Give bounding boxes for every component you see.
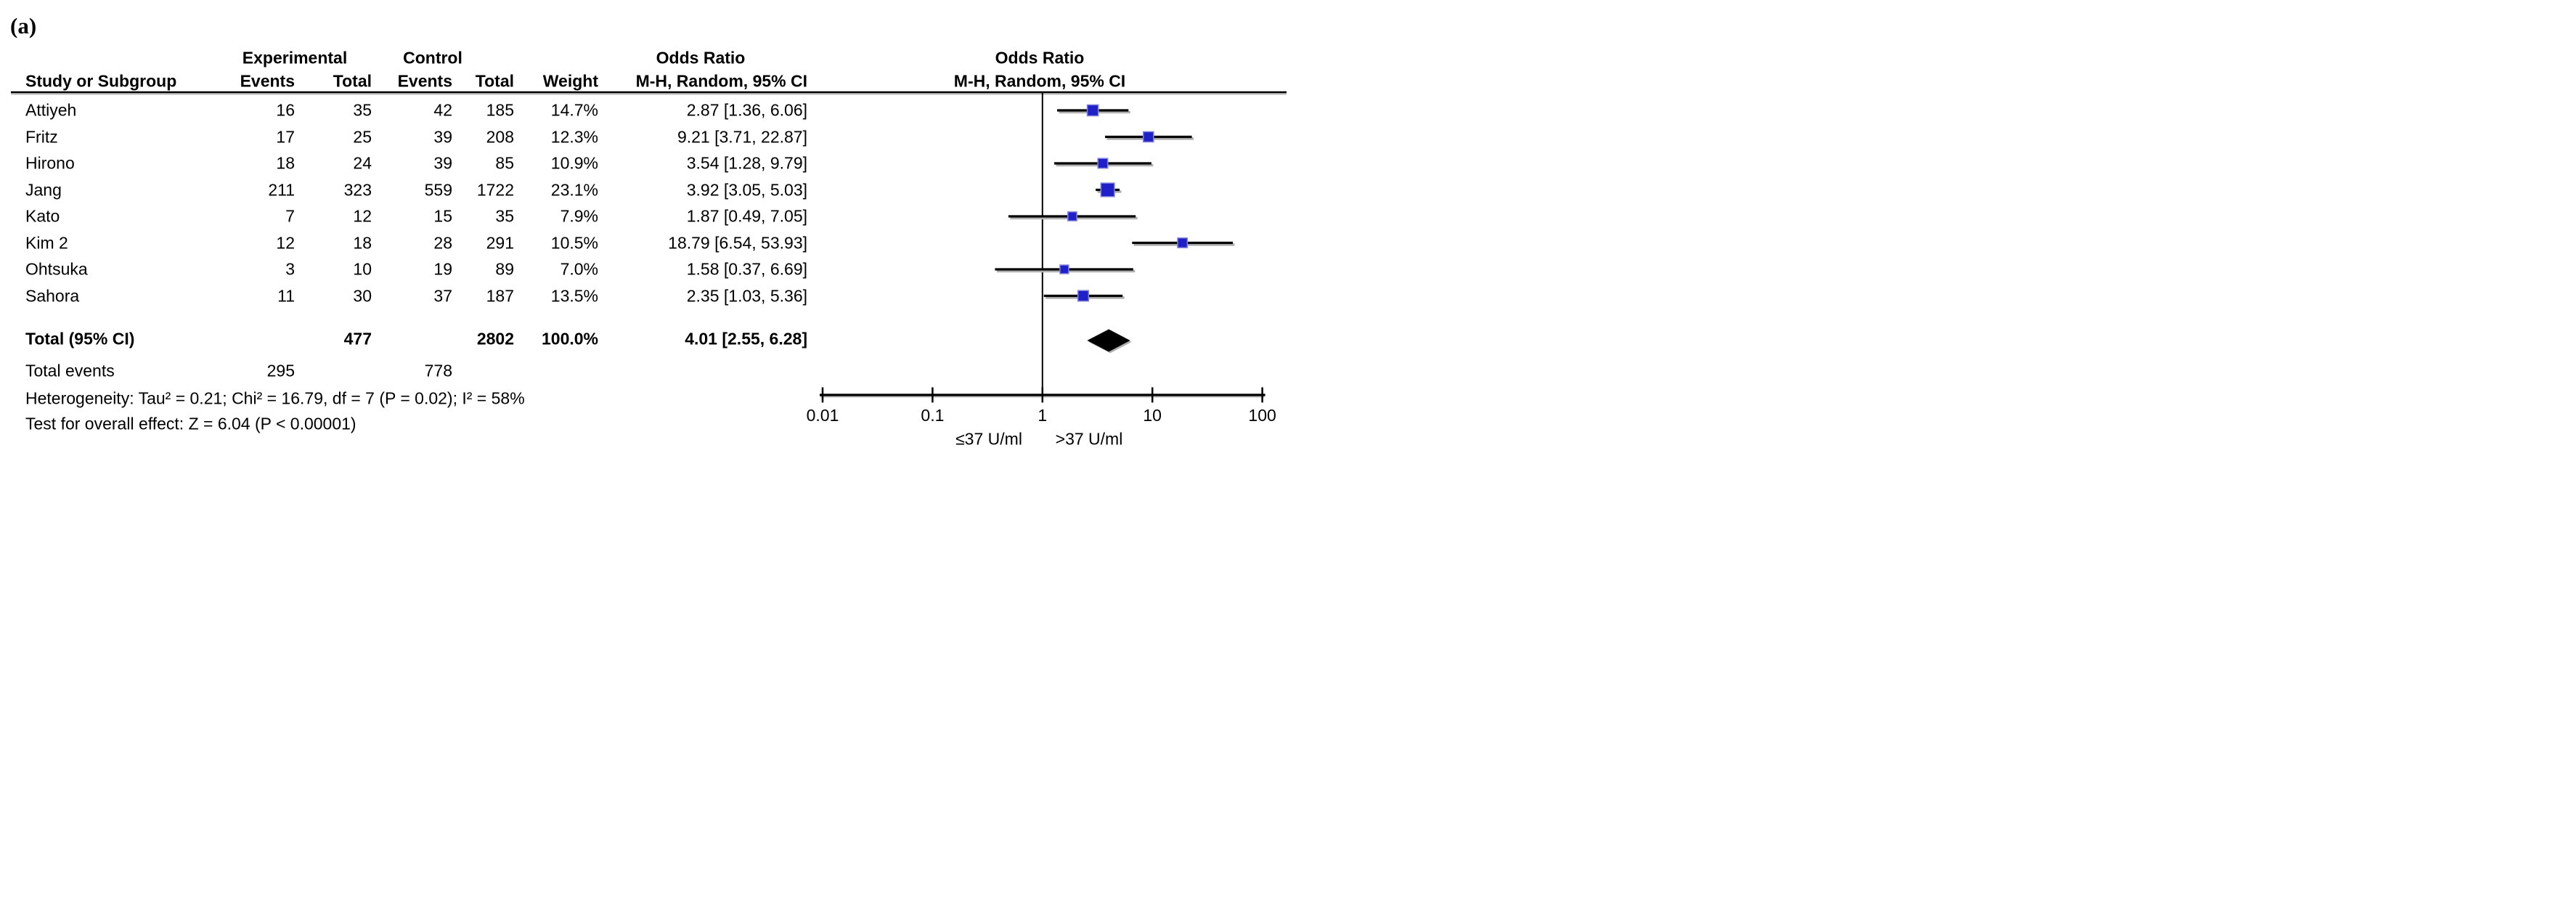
cell-study: Jang <box>25 180 62 199</box>
cell-total-experimental: 10 <box>353 259 372 279</box>
cell-study: Fritz <box>25 127 58 146</box>
total-row-weight: 100.0% <box>541 329 598 348</box>
cell-events-control: 28 <box>433 233 452 252</box>
overall-effect-note: Test for overall effect: Z = 6.04 (P < 0… <box>25 414 356 433</box>
cell-events-experimental: 18 <box>276 153 295 173</box>
forest-plot-figure: (a) Experimental Control Odds Ratio Odds… <box>0 0 1288 461</box>
or-square <box>1086 104 1099 117</box>
cell-events-experimental: 17 <box>276 127 295 146</box>
summary-diamond-shadow <box>1088 330 1132 354</box>
cell-events-control: 39 <box>433 153 452 173</box>
axis-tick-label: 100 <box>1248 406 1276 425</box>
cell-total-experimental: 30 <box>353 286 372 305</box>
or-square <box>1067 211 1077 221</box>
cell-weight: 7.9% <box>560 206 598 226</box>
cell-weight: 23.1% <box>550 180 598 199</box>
cell-total-control: 1722 <box>476 180 514 199</box>
cell-events-experimental: 7 <box>285 206 295 226</box>
col-header-events-ctl: Events <box>397 71 452 91</box>
or-square <box>1077 290 1090 302</box>
cell-total-experimental: 35 <box>353 100 372 120</box>
col-header-study: Study or Subgroup <box>25 71 177 91</box>
cell-total-control: 291 <box>486 233 514 252</box>
cell-study: Hirono <box>25 153 75 173</box>
cell-events-experimental: 16 <box>276 100 295 120</box>
cell-weight: 13.5% <box>550 286 598 305</box>
cell-total-experimental: 24 <box>353 153 372 173</box>
total-events-label: Total events <box>25 361 115 380</box>
cell-weight: 7.0% <box>560 259 598 279</box>
cell-or: 2.87 [1.36, 6.06] <box>686 100 807 120</box>
cell-events-control: 39 <box>433 127 452 146</box>
cell-study: Ohtsuka <box>25 259 88 279</box>
col-header-plot-subheader: M-H, Random, 95% CI <box>953 71 1126 91</box>
cell-or: 9.21 [3.71, 22.87] <box>677 127 807 146</box>
axis-right-label: >37 U/ml <box>1055 429 1123 449</box>
cell-total-control: 187 <box>486 286 514 305</box>
axis-left-label: ≤37 U/ml <box>955 429 1022 449</box>
cell-events-control: 15 <box>433 206 452 226</box>
col-header-or-ci: M-H, Random, 95% CI <box>635 71 807 91</box>
cell-study: Kato <box>25 206 60 226</box>
total-row-or-ci: 4.01 [2.55, 6.28] <box>685 329 807 348</box>
cell-total-experimental: 18 <box>353 233 372 252</box>
cell-or: 3.54 [1.28, 9.79] <box>686 153 807 173</box>
cell-or: 1.87 [0.49, 7.05] <box>686 206 807 226</box>
header-odds-ratio-plot: Odds Ratio <box>995 48 1085 68</box>
panel-label: (a) <box>10 13 37 38</box>
total-row-total-ctl: 2802 <box>476 329 514 348</box>
cell-events-control: 42 <box>433 100 452 120</box>
cell-total-control: 208 <box>486 127 514 146</box>
cell-weight: 14.7% <box>550 100 598 120</box>
cell-weight: 10.9% <box>550 153 598 173</box>
cell-events-experimental: 12 <box>276 233 295 252</box>
cell-study: Attiyeh <box>25 100 77 120</box>
cell-events-control: 19 <box>433 259 452 279</box>
cell-total-experimental: 323 <box>343 180 372 199</box>
or-square <box>1059 264 1069 274</box>
axis-tick-label: 10 <box>1143 406 1162 425</box>
cell-total-control: 35 <box>495 206 514 226</box>
cell-weight: 12.3% <box>550 127 598 146</box>
total-events-ctl: 778 <box>424 361 452 380</box>
header-odds-ratio-text: Odds Ratio <box>656 48 746 68</box>
cell-events-experimental: 211 <box>268 180 295 199</box>
cell-study: Kim 2 <box>25 233 68 252</box>
or-square <box>1142 131 1154 143</box>
col-header-weight: Weight <box>542 71 598 91</box>
or-square <box>1097 158 1109 169</box>
cell-total-control: 185 <box>486 100 514 120</box>
summary-diamond <box>1087 329 1130 352</box>
cell-or: 2.35 [1.03, 5.36] <box>686 286 807 305</box>
cell-events-experimental: 3 <box>285 259 295 279</box>
axis-tick-label: 0.01 <box>807 406 839 425</box>
col-header-total-ctl: Total <box>475 71 514 91</box>
cell-total-experimental: 12 <box>353 206 372 226</box>
or-square <box>1177 237 1189 248</box>
total-row-label: Total (95% CI) <box>25 329 135 348</box>
cell-or: 1.58 [0.37, 6.69] <box>686 259 807 279</box>
heterogeneity-note: Heterogeneity: Tau² = 0.21; Chi² = 16.79… <box>25 388 525 408</box>
cell-weight: 10.5% <box>550 233 598 252</box>
cell-or: 18.79 [6.54, 53.93] <box>668 233 807 252</box>
cell-total-experimental: 25 <box>353 127 372 146</box>
total-events-exp: 295 <box>266 361 295 380</box>
header-experimental: Experimental <box>242 48 348 68</box>
cell-total-control: 85 <box>495 153 514 173</box>
header-control: Control <box>403 48 462 68</box>
cell-total-control: 89 <box>495 259 514 279</box>
col-header-events-exp: Events <box>240 71 295 91</box>
cell-events-experimental: 11 <box>277 286 295 305</box>
axis-tick-label: 1 <box>1038 406 1047 425</box>
or-square <box>1100 182 1115 197</box>
cell-or: 3.92 [3.05, 5.03] <box>686 180 807 199</box>
col-header-total-exp: Total <box>333 71 372 91</box>
cell-events-control: 37 <box>433 286 452 305</box>
total-row-total-exp: 477 <box>343 329 372 348</box>
cell-events-control: 559 <box>424 180 452 199</box>
cell-study: Sahora <box>25 286 80 305</box>
axis-tick-label: 0.1 <box>921 406 944 425</box>
